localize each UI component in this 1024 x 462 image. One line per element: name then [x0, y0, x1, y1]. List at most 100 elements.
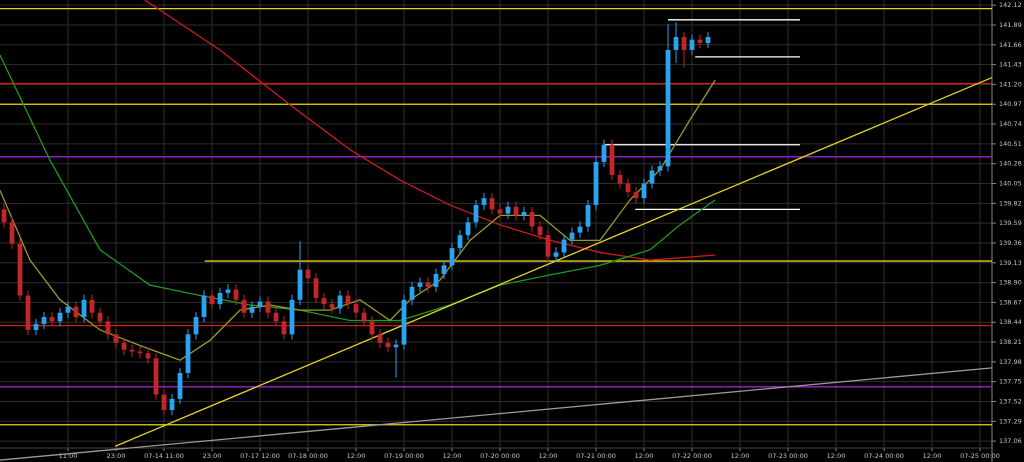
y-tick-label: 140.74 — [999, 120, 1022, 128]
candle-body — [385, 342, 391, 348]
candle-body — [337, 295, 343, 309]
x-tick-label: 12:00 — [827, 452, 846, 460]
overlay-line — [0, 79, 716, 361]
candle-body — [41, 317, 47, 324]
candle-body — [33, 323, 39, 330]
overlay-line — [0, 367, 993, 461]
candle-body — [641, 183, 647, 199]
y-tick-label: 139.13 — [999, 259, 1022, 267]
y-tick-label: 137.29 — [999, 417, 1022, 425]
x-tick-label: 07-21 00:00 — [576, 452, 616, 460]
y-tick-label: 140.28 — [999, 160, 1022, 168]
candle-body — [593, 161, 599, 206]
candle-body — [433, 273, 439, 287]
candle-body — [185, 334, 191, 374]
y-tick-label: 138.67 — [999, 298, 1022, 306]
y-tick-label: 139.82 — [999, 199, 1022, 207]
y-tick-label: 141.66 — [999, 41, 1022, 49]
y-tick-label: 141.20 — [999, 80, 1022, 88]
x-tick-label: 07-20 00:00 — [480, 452, 520, 460]
candle-body — [161, 394, 167, 411]
candle-body — [217, 292, 223, 305]
candle-body — [577, 226, 583, 233]
candle-body — [129, 349, 135, 352]
candle-body — [201, 295, 207, 318]
candle-body — [529, 211, 535, 227]
y-tick-label: 141.43 — [999, 61, 1022, 69]
candle-body — [489, 198, 495, 210]
x-tick-label: 12:00 — [923, 452, 942, 460]
x-tick-label: 07-23 00:00 — [768, 452, 808, 460]
candle-body — [257, 301, 263, 307]
x-tick-label: 07-25 00:00 — [960, 452, 1000, 460]
y-tick-label: 138.90 — [999, 279, 1022, 287]
candle-body — [465, 222, 471, 236]
x-tick-label: 07-17 12:00 — [240, 452, 280, 460]
candle-body — [521, 211, 527, 216]
candle-body — [553, 252, 559, 257]
candle-body — [225, 289, 231, 293]
candle-body — [57, 312, 63, 322]
x-tick-label: 07-19 00:00 — [384, 452, 424, 460]
candle-body — [505, 206, 511, 214]
candle-body — [657, 166, 663, 171]
candle-body — [305, 269, 311, 279]
candle-body — [281, 321, 287, 335]
candle-body — [417, 282, 423, 287]
candle-body — [681, 37, 687, 50]
x-tick-label: 12:00 — [635, 452, 654, 460]
candle-body — [329, 304, 335, 309]
candle-body — [273, 312, 279, 322]
candle-body — [265, 301, 271, 313]
candle-body — [169, 398, 175, 411]
x-tick-label: 23:00 — [107, 452, 126, 460]
y-tick-label: 140.51 — [999, 140, 1022, 148]
candle-body — [449, 248, 455, 266]
candle-body — [121, 342, 127, 350]
candle-body — [73, 306, 79, 318]
x-tick-label: 12:00 — [731, 452, 750, 460]
y-tick-label: 138.44 — [999, 318, 1022, 326]
candle-body — [545, 235, 551, 257]
candle-body — [25, 295, 31, 330]
candle-body — [145, 353, 151, 359]
candle-body — [649, 170, 655, 184]
candle-body — [569, 232, 575, 240]
candle-body — [561, 239, 567, 253]
candle-body — [105, 321, 111, 335]
y-tick-label: 142.12 — [999, 1, 1022, 9]
x-tick-label: 11:00 — [59, 452, 78, 460]
candle-body — [137, 351, 143, 354]
candle-body — [697, 39, 703, 44]
y-tick-label: 137.06 — [999, 437, 1022, 445]
candle-body — [81, 299, 87, 318]
overlay-line — [0, 54, 716, 322]
candle-body — [49, 317, 55, 322]
candle-body — [689, 39, 695, 50]
y-tick-label: 137.75 — [999, 378, 1022, 386]
candle-body — [9, 222, 15, 244]
candle-body — [153, 358, 159, 395]
candle-body — [409, 286, 415, 300]
candle-body — [193, 317, 199, 335]
overlay-line — [144, 0, 716, 261]
candle-body — [313, 278, 319, 299]
x-tick-label: 07-24 00:00 — [864, 452, 904, 460]
y-tick-label: 141.89 — [999, 21, 1022, 29]
candle-body — [177, 373, 183, 399]
candle-body — [321, 298, 327, 305]
candle-body — [393, 344, 399, 348]
candle-body — [497, 209, 503, 214]
candle-body — [425, 282, 431, 287]
candle-body — [353, 304, 359, 313]
candle-body — [289, 299, 295, 335]
x-tick-label: 07-14 11:00 — [144, 452, 184, 460]
candle-body — [673, 37, 679, 50]
candle-body — [361, 312, 367, 322]
x-tick-label: 12:00 — [443, 452, 462, 460]
y-tick-label: 140.97 — [999, 100, 1022, 108]
candle-body — [369, 321, 375, 335]
x-tick-label: 07-22 00:00 — [672, 452, 712, 460]
